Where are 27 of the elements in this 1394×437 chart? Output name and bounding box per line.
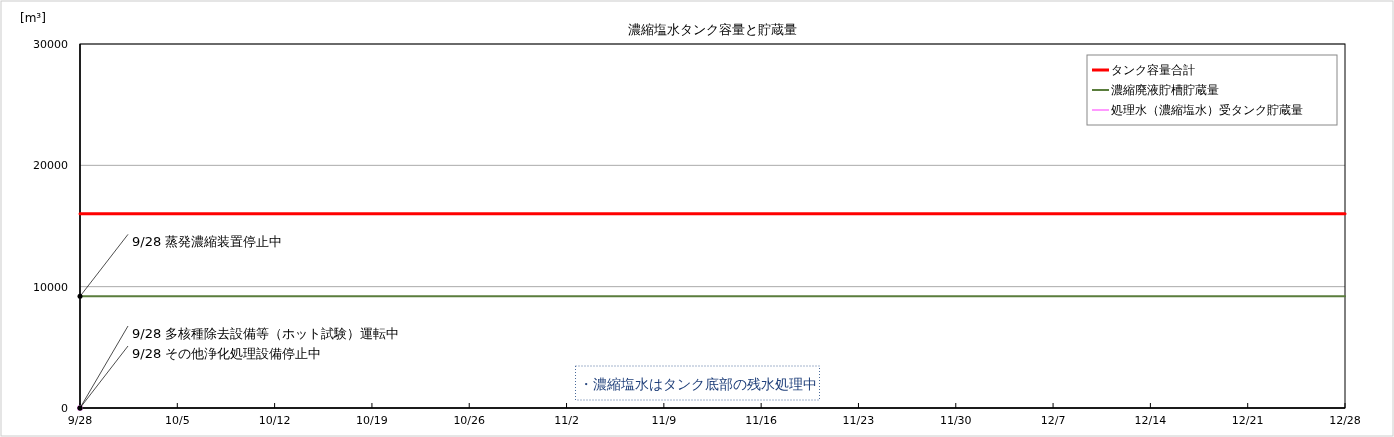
x-tick-label: 12/21 <box>1231 414 1264 427</box>
legend-label: タンク容量合計 <box>1111 63 1195 77</box>
annotation: ・濃縮塩水はタンク底部の残水処理中 <box>578 376 817 392</box>
x-tick-label: 12/28 <box>1329 414 1361 427</box>
x-tick-label: 9/28 <box>67 414 93 427</box>
legend-label: 濃縮廃液貯槽貯蔵量 <box>1111 83 1219 97</box>
x-tick-label: 10/5 <box>164 414 190 427</box>
x-tick-label: 11/23 <box>842 414 875 427</box>
y-axis-title: [m³] <box>20 11 46 25</box>
annotation: 9/28 その他浄化処理設備停止中 <box>132 346 322 361</box>
x-tick-label: 11/16 <box>745 414 778 427</box>
x-tick-label: 10/26 <box>453 414 486 427</box>
x-tick-label: 11/9 <box>651 414 677 427</box>
x-tick-label: 10/12 <box>258 414 291 427</box>
x-tick-label: 12/14 <box>1134 414 1167 427</box>
x-tick-label: 12/7 <box>1040 414 1066 427</box>
y-tick-label: 20000 <box>33 159 68 173</box>
legend-label: 処理水（濃縮塩水）受タンク貯蔵量 <box>1111 103 1303 117</box>
y-tick-label: 30000 <box>33 38 68 51</box>
annotation: 9/28 蒸発濃縮装置停止中 <box>132 234 283 250</box>
y-tick-label: 0 <box>61 402 68 415</box>
x-tick-label: 11/2 <box>554 414 579 427</box>
annotation: 9/28 多核種除去設備等（ホット試験）運転中 <box>132 326 400 341</box>
chart-title: 濃縮塩水タンク容量と貯蔵量 <box>628 22 797 37</box>
x-tick-label: 11/30 <box>939 414 972 427</box>
y-tick-label: 10000 <box>33 280 68 294</box>
x-tick-label: 10/19 <box>356 414 388 427</box>
